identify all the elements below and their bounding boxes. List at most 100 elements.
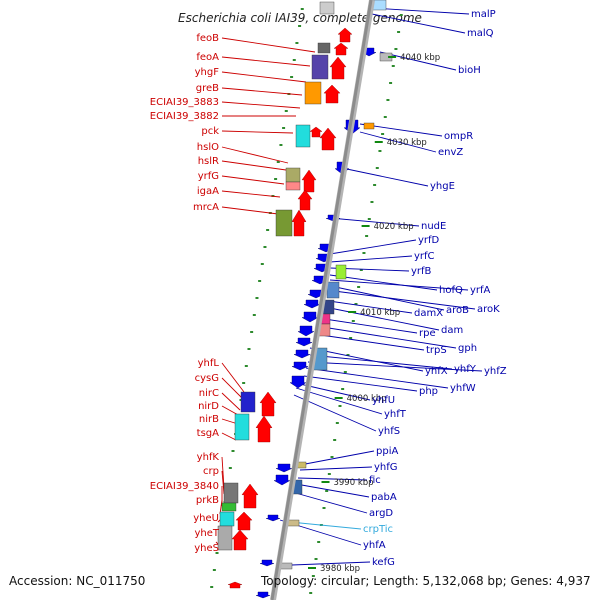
tick-label-3980-kbp: 3980 kbp [320,564,360,574]
leader-line [359,131,437,153]
gene-arrow-reverse [289,375,307,389]
gene-label-php: php [419,386,438,397]
guide-dot [252,314,256,316]
gene-block [285,167,301,183]
gene-label-yhge: yhgE [430,181,455,192]
gene-label-damx: damX [414,308,443,319]
guide-dot [322,507,326,509]
guide-dot [386,99,390,101]
guide-dot [375,167,379,169]
guide-dot [250,331,254,333]
guide-dot [300,8,304,10]
gene-label-envz: envZ [438,147,463,158]
leader-line [221,130,294,134]
gene-arrow-forward [323,84,341,104]
gene-label-mrca: mrcA [193,202,219,213]
gene-label-yhfk: yhfK [197,452,220,463]
gene-label-yrfd: yrfD [418,235,440,246]
gene-arrow-forward [301,169,317,193]
topology-text: Topology: circular; Length: 5,132,068 bp… [261,574,591,588]
gene-arrow-forward [297,189,313,211]
gene-label-nird: nirD [198,401,219,412]
gene-label-paba: pabA [371,492,397,503]
gene-block [295,124,311,148]
gene-label-eciai39-3840: ECIAI39_3840 [150,481,219,492]
leader-line [329,255,413,263]
guide-dot [359,269,363,271]
guide-dot [247,348,251,350]
gene-label-yhfy: yhfY [454,364,477,375]
gene-label-yhfx: yhfX [425,366,448,377]
gene-label-eciai39-3883: ECIAI39_3883 [150,97,219,108]
leader-line [317,317,418,334]
guide-dot [338,405,342,407]
leader-line [297,477,368,481]
guide-dot [210,586,214,588]
guide-dot [282,127,286,129]
leader-line [325,289,476,310]
gene-label-yhfu: yhfU [372,395,395,406]
leader-line [313,333,425,351]
guide-dot [346,354,350,356]
gene-block [219,511,235,527]
gene-label-ompr: ompR [444,131,473,142]
guide-dot [362,252,366,254]
leader-line [329,239,417,255]
leader-line [221,71,307,83]
gene-label-cysg: cysG [195,373,219,384]
guide-dot [258,280,262,282]
guide-dot [327,473,331,475]
guide-dot [231,450,235,452]
gene-block [240,391,256,413]
guide-dot [383,116,387,118]
guide-dot [351,320,355,322]
gene-label-hslr: hslR [198,156,219,167]
gene-blocks-layer [217,0,393,570]
guide-dot [397,31,401,33]
guide-dot [343,371,347,373]
gene-label-igaa: igaA [197,186,219,197]
gene-arrow-reverse [297,325,315,337]
leader-line [295,483,370,498]
accession-text: Accession: NC_011750 [9,574,146,588]
guide-dot [242,382,246,384]
guide-dot [314,558,318,560]
gene-arrow-forward [241,483,259,509]
gene-label-yhet: yheT [194,528,219,539]
gene-block [326,281,340,299]
guide-dot [370,201,374,203]
gene-block [217,525,233,551]
guide-dot [311,575,315,577]
leader-line [221,377,245,401]
leader-line [295,387,383,415]
guide-dot [341,388,345,390]
leader-line [219,499,223,515]
guide-dot [317,541,321,543]
gene-label-nirc: nirC [199,388,219,399]
gene-arrows-layer [227,27,377,599]
backbone-line [270,0,373,600]
guide-dot [228,467,232,469]
guide-dot [389,82,393,84]
gene-label-yhgf: yhgF [195,67,220,78]
gene-label-yheu: yheU [193,513,219,524]
gene-arrow-reverse [275,463,293,473]
guide-dot [330,456,334,458]
gene-arrow-reverse [293,349,311,359]
figure-title: Escherichia coli IAI39, complete genome [178,11,422,25]
guide-dot [365,235,369,237]
gene-label-malp: malP [471,9,496,20]
tick-label-4010-kbp: 4010 kbp [360,308,400,318]
gene-arrow-reverse [273,474,291,486]
gene-label-rpe: rpe [419,328,436,339]
guide-dot [399,14,403,16]
gene-label-prkb: prkB [196,495,219,506]
leader-line [315,325,457,349]
gene-label-arok: aroK [477,304,500,315]
tick-label-4040-kbp: 4040 kbp [400,53,440,63]
guide-dot [212,569,216,571]
tick-label-4020-kbp: 4020 kbp [374,222,414,232]
gene-arrow-forward [227,581,243,589]
guide-dot [292,59,296,61]
